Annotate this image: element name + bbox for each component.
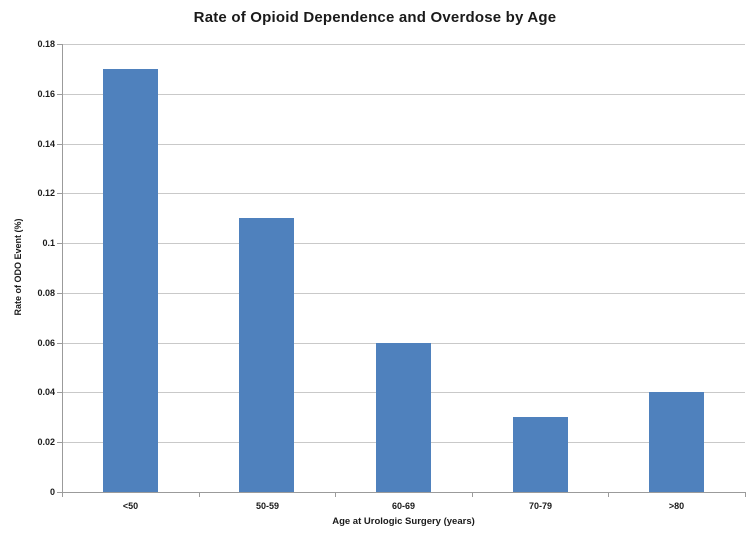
x-tick-label: 60-69 (391, 501, 416, 511)
y-tick-label: 0.08 (37, 288, 55, 298)
gridline (62, 293, 745, 294)
y-tick-label: 0.04 (37, 387, 55, 397)
bar (649, 392, 704, 492)
y-axis-line (62, 44, 63, 497)
y-tick-mark (57, 44, 62, 45)
y-tick-label: 0.18 (37, 39, 55, 49)
x-tick-label: >80 (668, 501, 685, 511)
y-tick-label: 0 (49, 487, 55, 497)
y-tick-mark (57, 144, 62, 145)
y-tick-label: 0.14 (37, 139, 55, 149)
y-tick-mark (57, 293, 62, 294)
plot-area (62, 44, 745, 492)
bar (239, 218, 294, 492)
x-tick-label: <50 (122, 501, 139, 511)
y-tick-label: 0.16 (37, 89, 55, 99)
y-tick-mark (57, 392, 62, 393)
y-tick-mark (57, 243, 62, 244)
x-tick-mark (62, 492, 63, 497)
x-tick-mark (608, 492, 609, 497)
x-tick-mark (472, 492, 473, 497)
x-tick-mark (199, 492, 200, 497)
y-tick-mark (57, 343, 62, 344)
bar (513, 417, 568, 492)
y-tick-mark (57, 94, 62, 95)
y-tick-mark (57, 193, 62, 194)
x-tick-label: 50-59 (255, 501, 280, 511)
x-tick-mark (745, 492, 746, 497)
gridline (62, 144, 745, 145)
x-tick-mark (335, 492, 336, 497)
chart-title: Rate of Opioid Dependence and Overdose b… (193, 9, 557, 26)
y-axis-title: Rate of ODO Event (%) (13, 218, 23, 316)
gridline (62, 243, 745, 244)
x-axis-line (62, 492, 746, 493)
gridline (62, 94, 745, 95)
y-tick-label: 0.12 (37, 188, 55, 198)
y-tick-mark (57, 442, 62, 443)
gridline (62, 193, 745, 194)
y-tick-label: 0.06 (37, 338, 55, 348)
bar (376, 343, 431, 492)
bar (103, 69, 158, 492)
x-axis-title: Age at Urologic Surgery (years) (332, 516, 475, 527)
gridline (62, 44, 745, 45)
y-tick-label: 0.1 (42, 238, 55, 248)
y-tick-mark (57, 492, 62, 493)
y-tick-label: 0.02 (37, 437, 55, 447)
x-tick-label: 70-79 (528, 501, 553, 511)
